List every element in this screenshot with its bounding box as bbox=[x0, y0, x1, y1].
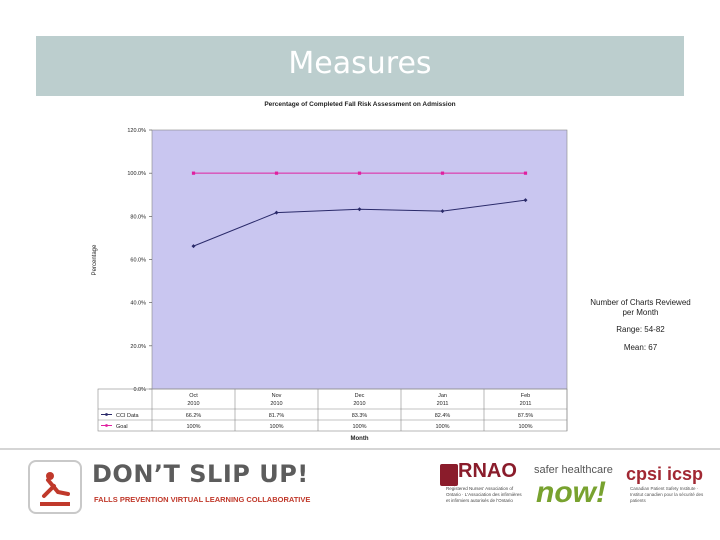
x-tick-label-year: 2011 bbox=[437, 401, 449, 407]
x-tick-label-year: 2011 bbox=[520, 401, 532, 407]
legend-entry: CCI Data bbox=[116, 413, 140, 419]
title-band: Measures bbox=[36, 36, 684, 96]
x-tick-label-year: 2010 bbox=[353, 401, 365, 407]
chart-title: Percentage of Completed Fall Risk Assess… bbox=[264, 101, 456, 108]
data-point bbox=[440, 171, 445, 175]
data-label: 100% bbox=[352, 424, 366, 430]
legend-entry: Goal bbox=[116, 424, 128, 430]
data-point bbox=[523, 198, 528, 203]
data-point bbox=[274, 210, 279, 215]
x-tick-label: Nov bbox=[272, 393, 282, 399]
data-point bbox=[357, 171, 362, 175]
x-tick-label: Feb bbox=[521, 393, 530, 399]
range-note: Range: 54-82 bbox=[616, 325, 665, 334]
x-axis-label: Month bbox=[351, 436, 369, 442]
data-point bbox=[274, 171, 279, 175]
x-tick-label: Jan bbox=[438, 393, 447, 399]
shn-logo-top: safer healthcare bbox=[534, 464, 613, 476]
y-axis-label: Percentage bbox=[92, 244, 98, 275]
plot-area bbox=[151, 129, 568, 390]
cpsi-subtext: Canadian Patient Safety Institute · Inst… bbox=[630, 486, 704, 503]
data-label: 83.3% bbox=[352, 413, 368, 419]
falls-logo-icon bbox=[28, 460, 82, 514]
data-label: 100% bbox=[269, 424, 283, 430]
x-tick-label: Oct bbox=[189, 393, 198, 399]
data-point bbox=[357, 207, 362, 212]
legend-marker bbox=[105, 424, 108, 427]
rnao-mark-icon bbox=[440, 464, 458, 486]
legend-marker bbox=[105, 413, 108, 416]
data-label: 81.7% bbox=[269, 413, 285, 419]
data-label: 100% bbox=[435, 424, 449, 430]
rnao-subtext: Registered Nurses' Association of Ontari… bbox=[446, 486, 522, 503]
y-tick-label: 0.0% bbox=[133, 387, 146, 393]
data-label: 82.4% bbox=[435, 413, 451, 419]
y-tick-label: 20.0% bbox=[130, 344, 146, 350]
mean-note: Mean: 67 bbox=[623, 343, 658, 352]
data-point bbox=[191, 244, 196, 249]
dsu-subtitle: FALLS PREVENTION VIRTUAL LEARNING COLLAB… bbox=[94, 495, 311, 504]
x-tick-label-year: 2010 bbox=[270, 401, 282, 407]
data-point bbox=[191, 171, 196, 175]
x-tick-label: Dec bbox=[355, 393, 365, 399]
shn-logo-now: now! bbox=[536, 476, 606, 509]
data-label: 87.5% bbox=[518, 413, 534, 419]
y-tick-label: 60.0% bbox=[130, 258, 146, 264]
slide-title: Measures bbox=[288, 46, 432, 81]
rnao-logo: RNAO bbox=[458, 460, 517, 482]
y-tick-label: 40.0% bbox=[130, 301, 146, 307]
x-tick-label-year: 2010 bbox=[187, 401, 199, 407]
y-tick-label: 80.0% bbox=[130, 214, 146, 220]
dsu-title: DON’T SLIP UP! bbox=[92, 460, 309, 488]
footer: DON’T SLIP UP! FALLS PREVENTION VIRTUAL … bbox=[0, 452, 720, 540]
charts-reviewed-note: Number of Charts Reviewed per Month bbox=[590, 298, 691, 317]
footer-divider bbox=[0, 448, 720, 450]
y-tick-label: 120.0% bbox=[127, 128, 146, 134]
data-table-frame bbox=[97, 388, 568, 432]
cpsi-logo: cpsi icsp bbox=[626, 464, 704, 484]
data-label: 66.2% bbox=[186, 413, 202, 419]
data-point bbox=[523, 171, 528, 175]
data-label: 100% bbox=[518, 424, 532, 430]
data-point bbox=[440, 209, 445, 214]
y-tick-label: 100.0% bbox=[127, 171, 146, 177]
data-label: 100% bbox=[186, 424, 200, 430]
